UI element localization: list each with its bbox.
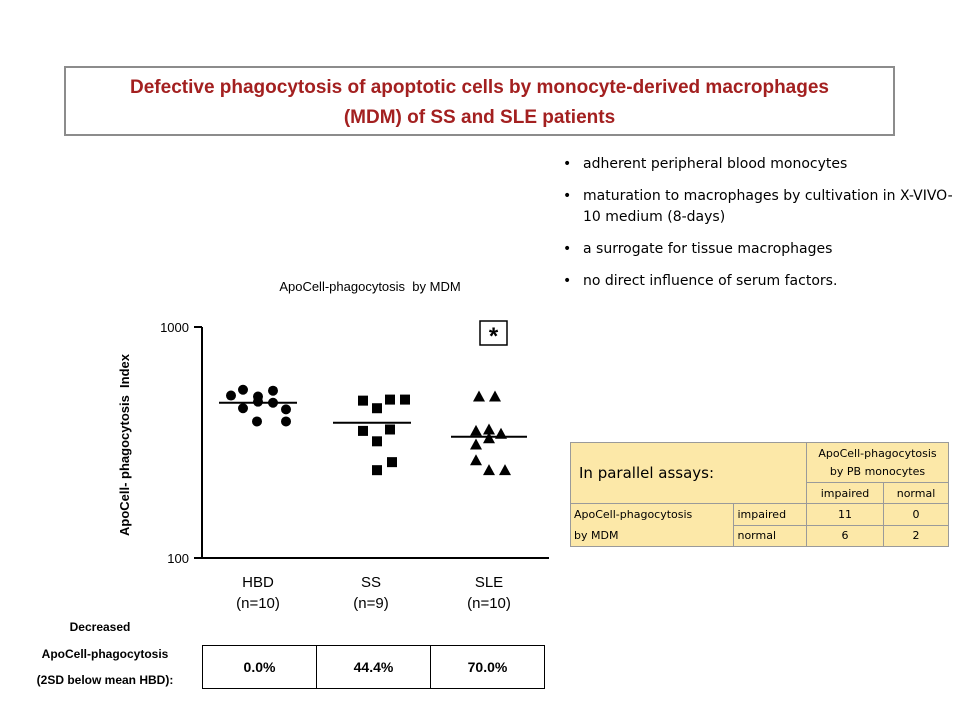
row-group-label: ApoCell-phagocytosis by MDM	[569, 503, 735, 547]
data-point-sle	[473, 390, 485, 402]
col-normal-header: normal	[883, 482, 949, 504]
y-tick-label: 1000	[160, 320, 189, 335]
parallel-heading: In parallel assays:	[570, 442, 807, 504]
data-point-sle	[470, 424, 482, 436]
data-point-ss	[358, 425, 368, 436]
x-category-n-label: (n=10)	[467, 595, 511, 612]
data-point-sle	[489, 390, 501, 402]
data-point-ss	[372, 403, 382, 414]
bullet-list: adherent peripheral blood monocytes matu…	[563, 154, 953, 303]
data-point-ss	[400, 394, 410, 405]
decreased-label-3: (2SD below mean HBD):	[36, 673, 174, 687]
data-point-sle	[483, 464, 495, 476]
chart-title: ApoCell-phagocytosis by MDM	[279, 279, 460, 294]
data-point-hbd	[281, 404, 291, 415]
row-group-label-1: ApoCell-phagocytosis	[574, 508, 693, 521]
cell-impaired-normal: 0	[883, 503, 949, 526]
significance-box	[479, 320, 508, 346]
data-point-hbd	[238, 403, 248, 414]
data-point-ss	[358, 395, 368, 406]
data-point-ss	[387, 457, 397, 468]
y-tick-label: 100	[167, 551, 189, 566]
row-group-label-2: by MDM	[574, 529, 619, 542]
data-point-ss	[385, 424, 395, 435]
x-category-label: SLE	[475, 574, 503, 591]
title-box: Defective phagocytosis of apoptotic cell…	[64, 66, 895, 136]
data-point-hbd	[281, 416, 291, 427]
decreased-ss-cell: 44.4%	[316, 645, 431, 689]
row-impaired-label: impaired	[733, 503, 807, 526]
parallel-col-group: ApoCell-phagocytosis by PB monocytes	[806, 442, 949, 483]
decreased-label-2: ApoCell-phagocytosis	[41, 647, 169, 661]
bullet-item: a surrogate for tissue macrophages	[563, 239, 953, 260]
data-point-sle	[499, 464, 511, 476]
title-line-1: Defective phagocytosis of apoptotic cell…	[130, 77, 829, 98]
decreased-sle-cell: 70.0%	[430, 645, 545, 689]
row-normal-label: normal	[733, 524, 807, 547]
cell-impaired-impaired: 11	[806, 503, 884, 526]
x-category-n-label: (n=9)	[353, 595, 388, 612]
data-point-sle	[470, 454, 482, 466]
scatter-chart: ApoCell-phagocytosis by MDM ApoCell- pha…	[117, 279, 549, 612]
data-point-hbd	[226, 390, 236, 401]
decreased-table: 0.0% 44.4% 70.0%	[202, 645, 545, 689]
decreased-label-1: Decreased	[69, 620, 131, 634]
x-category-label: HBD	[242, 574, 274, 591]
data-point-ss	[372, 465, 382, 476]
data-point-ss	[385, 394, 395, 405]
data-point-hbd	[238, 384, 248, 395]
cell-normal-normal: 2	[883, 524, 949, 547]
data-point-hbd	[253, 396, 263, 407]
data-point-hbd	[268, 385, 278, 396]
significance-asterisk: *	[489, 323, 499, 350]
x-category-n-label: (n=10)	[236, 595, 280, 612]
data-point-hbd	[252, 416, 262, 427]
cell-normal-impaired: 6	[806, 524, 884, 547]
parallel-assays-table: In parallel assays: ApoCell-phagocytosis…	[569, 442, 949, 547]
y-axis-label: ApoCell- phagocytosis Index	[117, 353, 132, 536]
title-line-2: (MDM) of SS and SLE patients	[343, 107, 616, 128]
bullet-item: maturation to macrophages by cultivation…	[563, 186, 953, 228]
data-point-ss	[372, 436, 382, 447]
col-impaired-header: impaired	[806, 482, 884, 504]
data-point-sle	[483, 432, 495, 444]
decreased-hbd-cell: 0.0%	[202, 645, 317, 689]
data-point-sle	[483, 423, 495, 435]
data-point-sle	[470, 438, 482, 450]
x-category-label: SS	[361, 574, 381, 591]
bullet-item: no direct influence of serum factors.	[563, 271, 953, 292]
bullet-item: adherent peripheral blood monocytes	[563, 154, 953, 175]
